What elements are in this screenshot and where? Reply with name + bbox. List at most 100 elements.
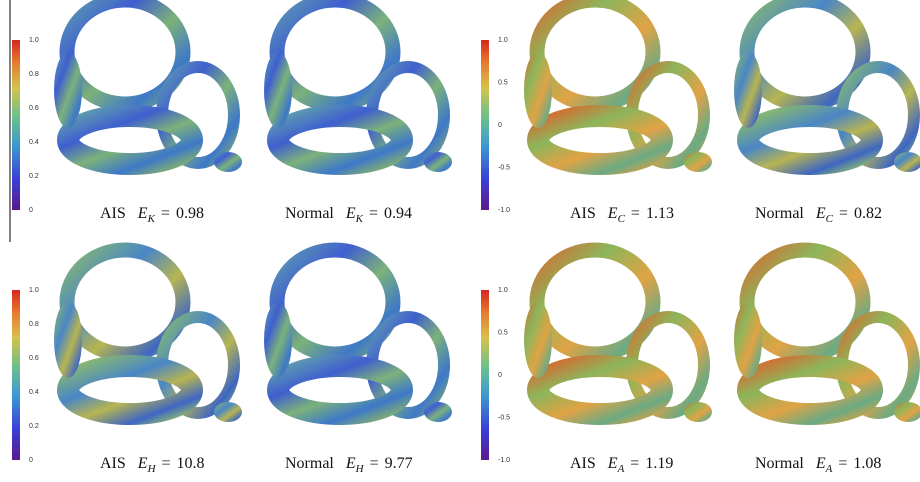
ampulla [214, 402, 242, 422]
colorbar [12, 40, 20, 210]
caption: AIS EA = 1.19 [570, 455, 673, 475]
caption-sub: H [355, 463, 365, 475]
crus [54, 52, 82, 128]
caption-group: Normal [755, 455, 804, 472]
colorbar-tick-label: 0.2 [29, 423, 39, 430]
crus [264, 302, 292, 378]
ear-render [524, 0, 712, 172]
colorbar-tick-label: -1.0 [498, 457, 510, 464]
colorbar-tick-label: 1.0 [29, 37, 39, 44]
caption-value: 0.94 [384, 205, 412, 222]
ear-render [54, 250, 242, 422]
caption: Normal EC = 0.82 [755, 205, 882, 225]
caption: Normal EK = 0.94 [285, 205, 412, 225]
caption-value: 1.13 [646, 205, 674, 222]
caption-var: E [607, 455, 618, 472]
colorbar-tick-label: 0.4 [29, 389, 39, 396]
ampulla [424, 402, 452, 422]
ear-render [524, 250, 712, 422]
caption-rel: = [839, 205, 848, 222]
colorbar [481, 290, 489, 460]
colorbar-tick-label: 0.6 [29, 105, 39, 112]
caption-group: AIS [100, 205, 126, 222]
ear-render [734, 250, 920, 422]
caption-group: Normal [755, 205, 804, 222]
colorbar-tick-label: -0.5 [498, 164, 510, 171]
caption-value: 9.77 [385, 455, 413, 472]
caption-sub: K [147, 213, 156, 225]
colorbar [12, 290, 20, 460]
colorbar-tick-label: -0.5 [498, 414, 510, 421]
ear-render [734, 0, 920, 172]
caption-group: AIS [570, 205, 596, 222]
colorbar-tick-label: 0 [29, 457, 33, 464]
caption-rel: = [838, 455, 847, 472]
caption-var: E [815, 455, 826, 472]
caption-var: E [607, 205, 618, 222]
colorbar-tick-label: 0 [498, 372, 502, 379]
colorbar-tick-label: 1.0 [29, 287, 39, 294]
figure: 1.00.80.60.40.20AISEK=0.98NormalEK=0.941… [0, 0, 920, 482]
colorbar [481, 40, 489, 210]
caption-rel: = [161, 205, 170, 222]
colorbar-tick-label: 1.0 [498, 287, 508, 294]
caption-rel: = [369, 205, 378, 222]
page: 1.00.80.60.40.20AISEK=0.98NormalEK=0.941… [0, 0, 920, 482]
ear-render [264, 250, 452, 422]
colorbar-tick-label: 0.6 [29, 355, 39, 362]
colorbar-tick-label: 0.5 [498, 79, 508, 86]
caption-sub: C [618, 213, 626, 225]
caption: AIS EC = 1.13 [570, 205, 674, 225]
ampulla [424, 152, 452, 172]
colorbar-tick-label: 0.5 [498, 329, 508, 336]
caption-var: E [137, 455, 148, 472]
colorbar-tick-label: 0.2 [29, 173, 39, 180]
caption-group: Normal [285, 205, 334, 222]
caption-var: E [137, 205, 148, 222]
crus [54, 302, 82, 378]
ampulla [214, 152, 242, 172]
caption-sub: C [826, 213, 834, 225]
colorbar-tick-label: 0.4 [29, 139, 39, 146]
colorbar-tick-label: 0.8 [29, 321, 39, 328]
caption-rel: = [370, 455, 379, 472]
ear-render [54, 0, 242, 172]
crus [734, 52, 762, 128]
caption-group: AIS [570, 455, 596, 472]
caption: AIS EH = 10.8 [100, 455, 205, 475]
ampulla [684, 402, 712, 422]
crus [264, 52, 292, 128]
caption-sub: H [147, 463, 157, 475]
crus [524, 52, 552, 128]
caption-rel: = [162, 455, 171, 472]
colorbar-tick-label: 0 [498, 122, 502, 129]
caption-value: 10.8 [177, 455, 205, 472]
caption-rel: = [631, 205, 640, 222]
caption-var: E [345, 455, 356, 472]
caption-sub: A [617, 463, 625, 475]
crus [734, 302, 762, 378]
colorbar-tick-label: 0.8 [29, 71, 39, 78]
caption: AIS EK = 0.98 [100, 205, 204, 225]
caption-value: 0.82 [854, 205, 882, 222]
colorbar-tick-label: 1.0 [498, 37, 508, 44]
caption-sub: A [825, 463, 833, 475]
colorbar-tick-label: 0 [29, 207, 33, 214]
colorbar-tick-label: -1.0 [498, 207, 510, 214]
caption-rel: = [630, 455, 639, 472]
caption-group: Normal [285, 455, 334, 472]
caption-value: 0.98 [176, 205, 204, 222]
caption-var: E [345, 205, 356, 222]
caption-sub: K [355, 213, 364, 225]
crus [524, 302, 552, 378]
caption-value: 1.19 [645, 455, 673, 472]
caption-group: AIS [100, 455, 126, 472]
caption: Normal EH = 9.77 [285, 455, 413, 475]
caption-var: E [815, 205, 826, 222]
ampulla [684, 152, 712, 172]
